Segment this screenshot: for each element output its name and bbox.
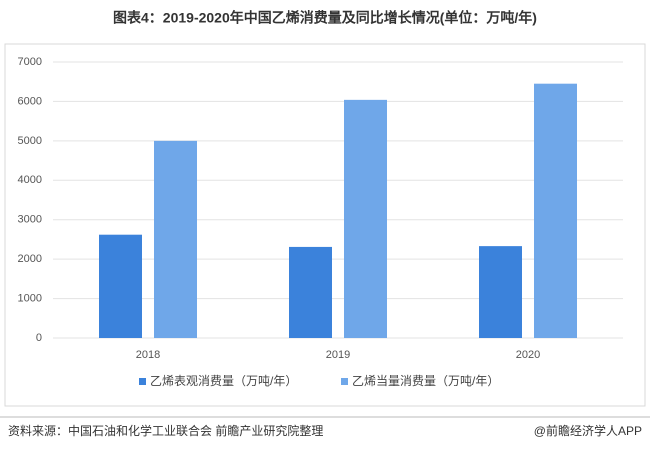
chart-frame [4, 43, 646, 407]
x-tick-label: 2019 [326, 349, 350, 361]
y-tick-label: 7000 [18, 56, 42, 68]
y-tick-label: 0 [36, 332, 42, 344]
y-tick-label: 5000 [18, 135, 42, 147]
y-tick-label: 1000 [18, 292, 42, 304]
legend-label: 乙烯表观消费量（万吨/年） [150, 374, 297, 388]
legend-swatch [341, 378, 348, 385]
bar [289, 246, 332, 338]
y-tick-label: 3000 [18, 214, 42, 226]
x-tick-label: 2020 [516, 349, 540, 361]
y-tick-label: 2000 [18, 253, 42, 265]
y-tick-label: 6000 [18, 95, 42, 107]
y-tick-label: 4000 [18, 174, 42, 186]
brand: @前瞻经济学人APP [534, 423, 642, 438]
chart-title: 图表4：2019-2020年中国乙烯消费量及同比增长情况(单位：万吨/年) [113, 10, 537, 26]
bar [344, 99, 387, 338]
bar [479, 246, 522, 338]
legend-swatch [139, 378, 146, 385]
x-tick-label: 2018 [136, 349, 160, 361]
legend-label: 乙烯当量消费量（万吨/年） [352, 374, 499, 388]
bar [534, 83, 577, 338]
source-note: 资料来源：中国石油和化学工业联合会 前瞻产业研究院整理 [8, 423, 323, 438]
bar [99, 234, 142, 338]
bar [154, 140, 197, 338]
